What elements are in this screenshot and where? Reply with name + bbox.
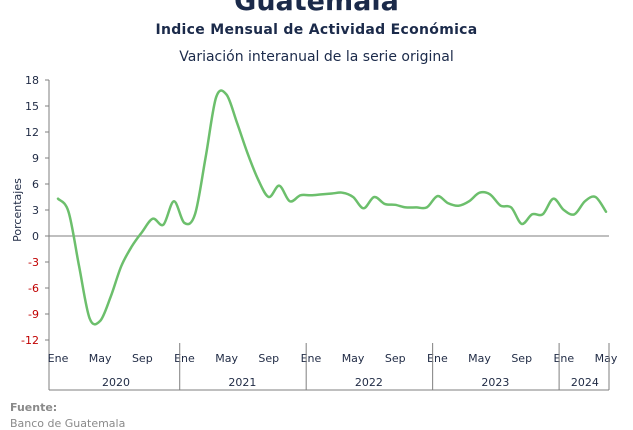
data-point	[131, 245, 133, 247]
data-point	[141, 230, 143, 232]
x-tick-label: Sep	[258, 352, 279, 365]
data-point	[225, 94, 227, 96]
chart-axes	[48, 80, 609, 391]
x-tick-label: May	[595, 352, 618, 365]
data-point	[183, 222, 185, 224]
data-point	[246, 152, 248, 154]
x-tick-label: Ene	[553, 352, 574, 365]
data-point	[405, 206, 407, 208]
x-tick-label: Ene	[427, 352, 448, 365]
data-point	[109, 295, 111, 297]
data-point	[426, 206, 428, 208]
y-tick-label: -3	[28, 256, 39, 269]
data-point	[236, 122, 238, 124]
chart-subtitle-2: Variación interanual de la serie origina…	[179, 49, 454, 65]
data-point	[478, 191, 480, 193]
data-point	[489, 193, 491, 195]
y-tick-label: -6	[28, 282, 39, 295]
data-point	[331, 192, 333, 194]
data-point	[552, 198, 554, 200]
y-axis-label: Porcentajes	[11, 178, 24, 242]
y-tick-label: 6	[32, 178, 39, 191]
data-point	[499, 204, 501, 206]
x-tick-label: Ene	[48, 352, 69, 365]
data-point	[352, 196, 354, 198]
chart-subtitle: Indice Mensual de Actividad Económica	[155, 22, 478, 38]
data-point	[57, 198, 59, 200]
year-label: 2024	[571, 376, 599, 389]
x-tick-label: May	[89, 352, 112, 365]
data-point	[257, 178, 259, 180]
data-point	[520, 223, 522, 225]
x-tick-label: Sep	[132, 352, 153, 365]
x-tick-labels: Ene May Sep Ene May Sep Ene May Sep Ene May Sep Ene M…	[48, 343, 618, 390]
y-tick-labels: 18 15 12 9 6 3 0 -3 -6 -9 -12	[21, 74, 49, 347]
data-point	[436, 195, 438, 197]
chart-title: Guatemala	[234, 0, 399, 17]
y-tick-label: -12	[21, 334, 39, 347]
data-point	[320, 193, 322, 195]
data-point	[362, 207, 364, 209]
series-group	[56, 89, 608, 326]
y-tick-label: -9	[28, 308, 39, 321]
y-tick-label: 9	[32, 152, 39, 165]
data-point	[584, 200, 586, 202]
year-label: 2022	[355, 376, 383, 389]
data-point	[215, 96, 217, 98]
y-tick-label: 0	[32, 230, 39, 243]
data-point	[594, 196, 596, 198]
data-point	[605, 211, 607, 213]
data-point	[415, 206, 417, 208]
data-point	[373, 196, 375, 198]
data-point	[299, 194, 301, 196]
x-tick-label: May	[342, 352, 365, 365]
data-point	[268, 196, 270, 198]
data-point	[457, 204, 459, 206]
data-point	[394, 204, 396, 206]
data-point	[173, 200, 175, 202]
data-point	[563, 209, 565, 211]
data-point	[510, 206, 512, 208]
data-point	[67, 211, 69, 213]
year-label: 2023	[481, 376, 509, 389]
data-point	[383, 203, 385, 205]
y-tick-label: 18	[25, 74, 39, 87]
data-point	[278, 185, 280, 187]
data-point	[310, 194, 312, 196]
data-point	[99, 320, 101, 322]
data-point	[162, 224, 164, 226]
x-tick-label: May	[468, 352, 491, 365]
data-point	[78, 265, 80, 267]
year-label: 2020	[102, 376, 130, 389]
data-point	[120, 265, 122, 267]
x-tick-label: Sep	[385, 352, 406, 365]
source-label: Fuente:	[10, 401, 58, 414]
y-tick-label: 15	[25, 100, 39, 113]
data-point	[573, 213, 575, 215]
y-tick-label: 3	[32, 204, 39, 217]
data-point	[542, 213, 544, 215]
x-tick-label: Ene	[301, 352, 322, 365]
data-point	[531, 213, 533, 215]
data-point	[88, 317, 90, 319]
data-point	[289, 200, 291, 202]
x-tick-label: Sep	[511, 352, 532, 365]
data-point	[447, 202, 449, 204]
imae-series-line	[56, 89, 608, 326]
data-point	[194, 213, 196, 215]
x-tick-label: Ene	[174, 352, 195, 365]
data-point	[152, 217, 154, 219]
data-point	[468, 200, 470, 202]
data-point	[341, 191, 343, 193]
data-point	[204, 157, 206, 159]
year-label: 2021	[228, 376, 256, 389]
x-tick-label: May	[215, 352, 238, 365]
y-tick-label: 12	[25, 126, 39, 139]
